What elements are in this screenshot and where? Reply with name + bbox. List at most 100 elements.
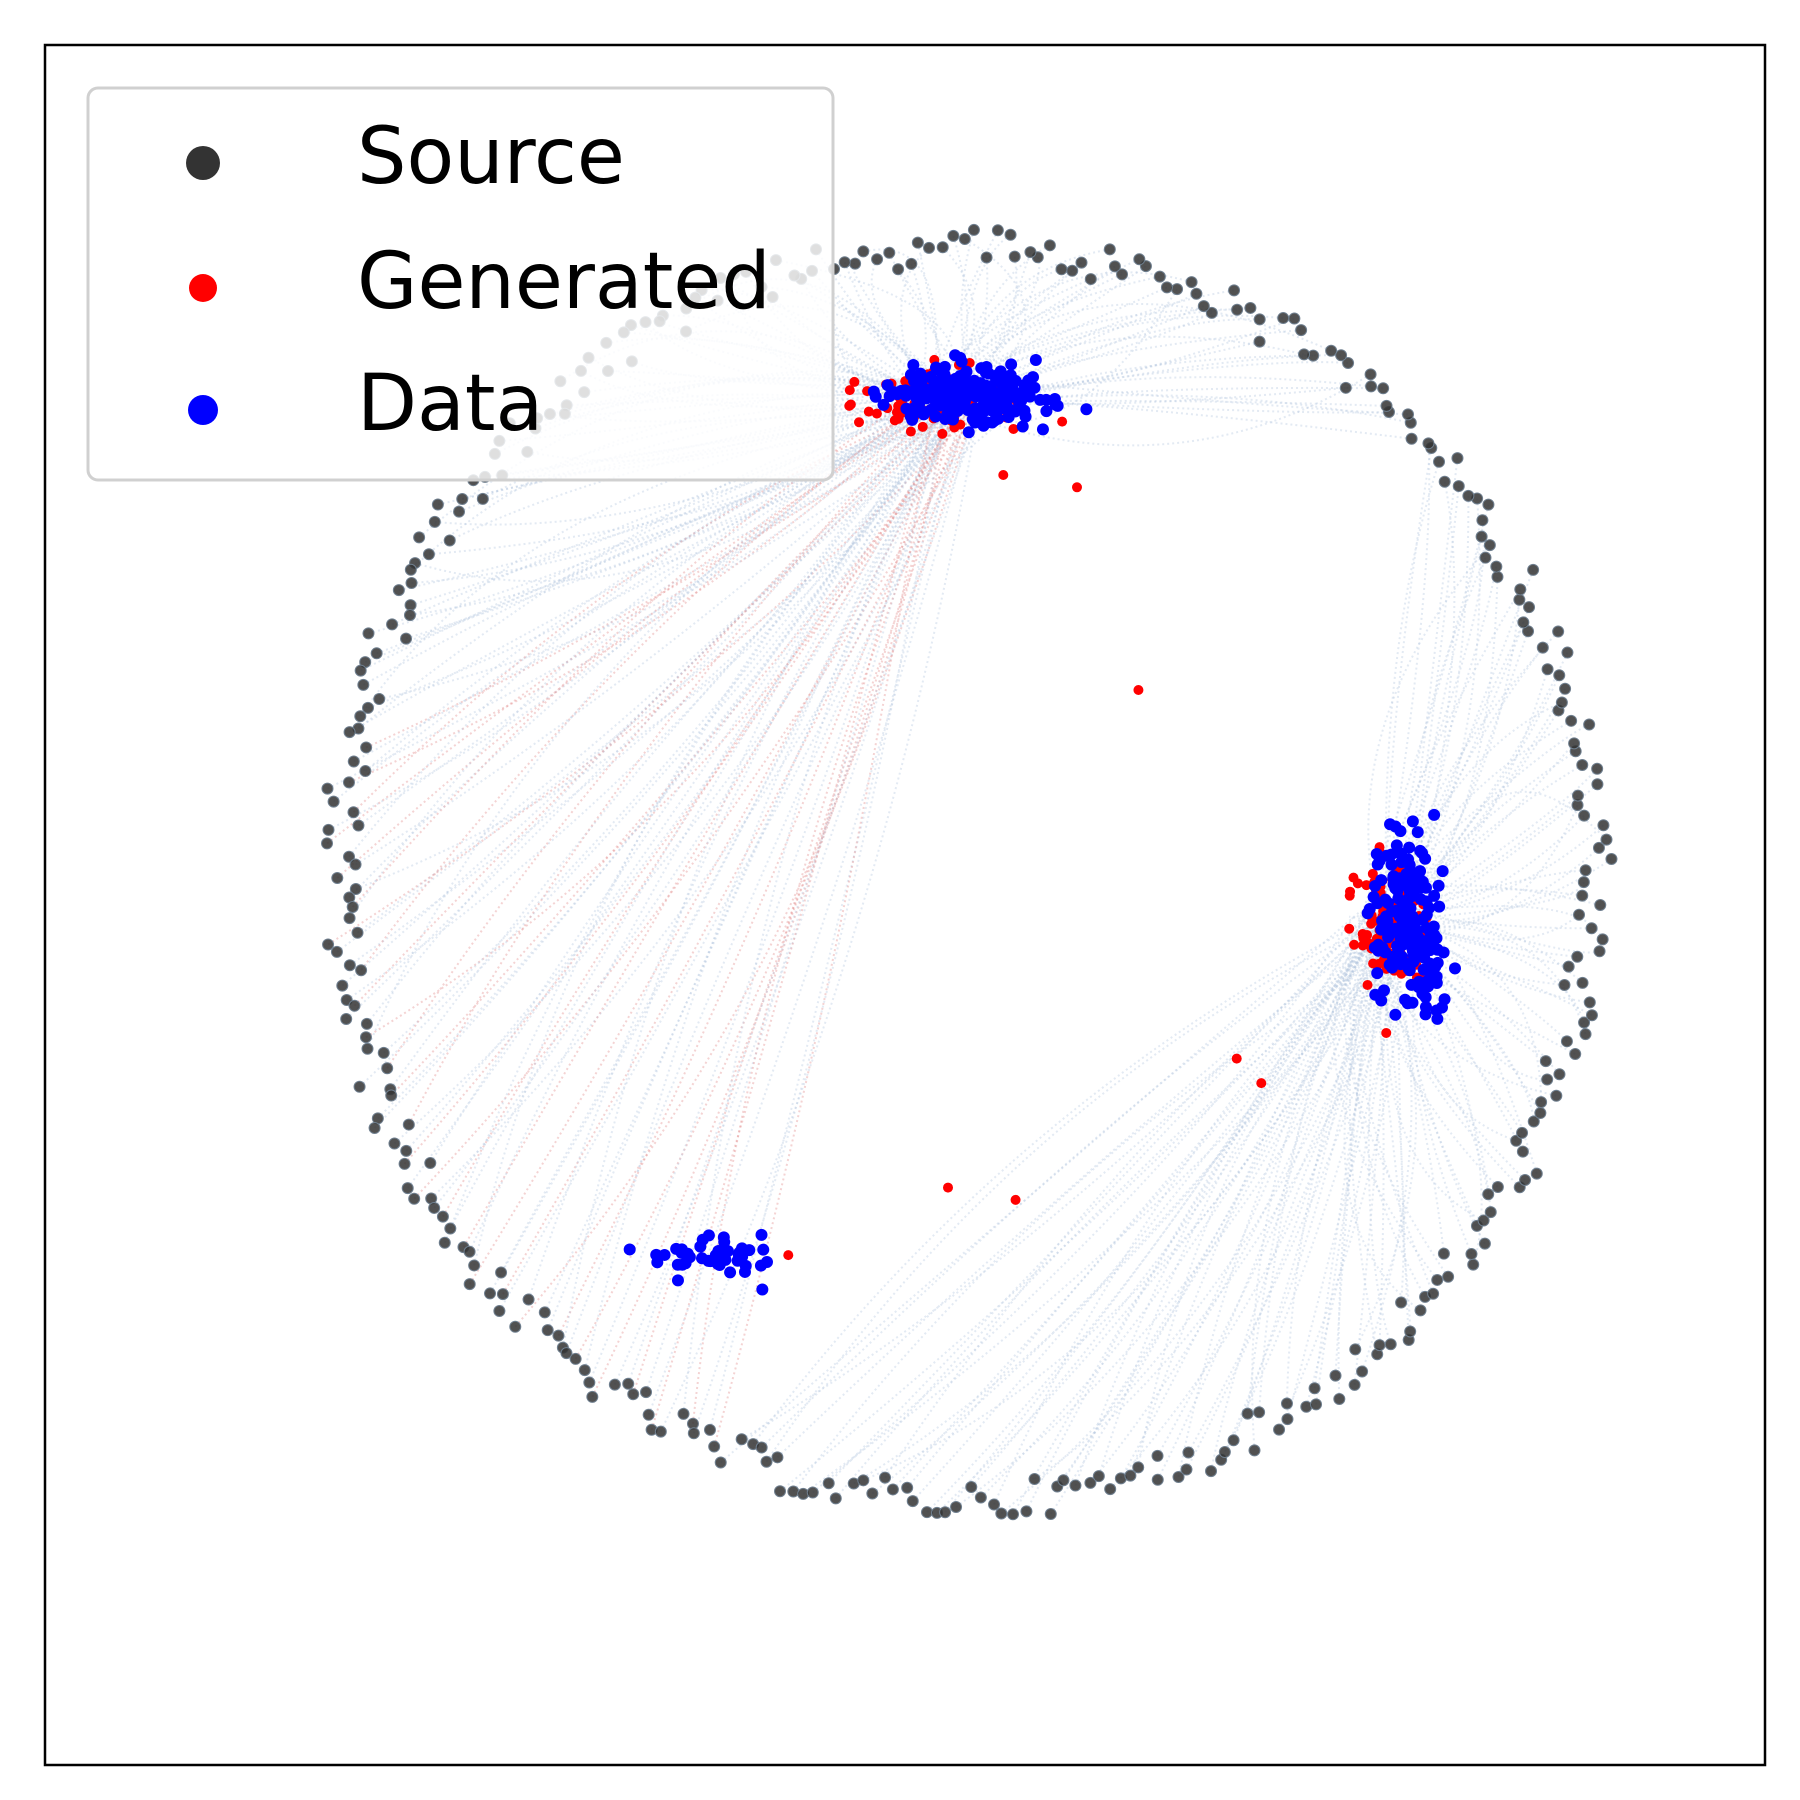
source-point — [354, 664, 367, 677]
source-point — [1482, 1188, 1495, 1201]
source-point — [866, 1487, 879, 1500]
data-point — [1361, 907, 1374, 920]
trajectory-line — [356, 402, 953, 934]
trajectory-line — [386, 395, 964, 1069]
trajectory-line — [1393, 709, 1560, 931]
trajectory-line — [1156, 919, 1382, 1481]
data-point — [1436, 865, 1449, 878]
trajectory-line — [1362, 929, 1526, 1181]
source-point — [939, 1506, 952, 1519]
source-point — [1578, 809, 1591, 822]
source-point — [1591, 762, 1604, 775]
data-point — [962, 426, 975, 439]
trajectory-line — [437, 387, 954, 506]
source-point — [343, 726, 356, 739]
trajectory-line — [972, 265, 1116, 390]
source-point — [1300, 1400, 1313, 1413]
data-point — [1419, 991, 1432, 1004]
source-point — [1190, 287, 1203, 300]
source-point — [586, 1390, 599, 1403]
trajectory-line — [326, 396, 950, 845]
trajectory-line — [1373, 913, 1405, 1303]
trajectory-line — [964, 340, 1260, 407]
source-point — [1476, 514, 1489, 527]
trajectory-line — [1375, 652, 1569, 943]
source-point — [1517, 616, 1530, 629]
source-point — [340, 1012, 353, 1025]
source-point — [400, 1144, 413, 1157]
trajectory-line — [993, 929, 1375, 1505]
data-point — [1371, 897, 1384, 910]
source-point — [1253, 313, 1266, 326]
source-point — [622, 1377, 635, 1390]
trajectory-line — [351, 378, 945, 908]
source-point — [1395, 1296, 1408, 1309]
source-point — [950, 1500, 963, 1513]
trajectory-line — [390, 399, 990, 1097]
source-point — [677, 1407, 690, 1420]
trajectory-line — [360, 387, 950, 672]
generated-point — [1256, 1078, 1267, 1089]
source-point — [349, 858, 362, 871]
trajectory-line — [1385, 931, 1547, 1062]
source-point — [1536, 641, 1549, 654]
trajectory-line — [377, 377, 966, 1120]
data-point — [1394, 958, 1407, 971]
source-point — [1560, 1035, 1573, 1048]
data-point — [966, 413, 979, 426]
source-point — [883, 246, 896, 259]
source-point — [1597, 819, 1610, 832]
source-point — [495, 1266, 508, 1279]
data-point — [946, 374, 959, 387]
source-point — [1462, 489, 1475, 502]
trajectory-line — [944, 926, 1368, 1513]
data-point — [1051, 399, 1064, 412]
source-point — [1277, 312, 1290, 325]
trajectory-line — [346, 388, 936, 1001]
trajectory-line — [543, 403, 954, 1313]
source-point — [362, 627, 375, 640]
trajectory-line — [489, 414, 947, 1294]
source-point — [1008, 250, 1021, 263]
trajectory-line — [900, 399, 1387, 407]
trajectory-line — [1404, 901, 1538, 1174]
trajectory-line — [827, 906, 1375, 1484]
data-point — [969, 390, 982, 403]
trajectory-line — [871, 919, 1405, 1495]
trajectory-line — [951, 354, 1314, 413]
source-point — [1180, 1463, 1193, 1476]
data-point — [911, 380, 924, 393]
generated-point — [1349, 939, 1360, 950]
data-point — [756, 1283, 769, 1296]
data-point — [1006, 379, 1019, 392]
trajectory-line — [870, 258, 964, 396]
trajectory-line — [1395, 921, 1543, 1103]
data-point — [1377, 984, 1390, 997]
source-point — [1273, 1423, 1286, 1436]
data-point — [743, 1244, 756, 1257]
source-point — [1483, 539, 1496, 552]
data-point — [1411, 826, 1424, 839]
source-point — [1205, 306, 1218, 319]
source-point — [343, 959, 356, 972]
trajectory-line — [802, 933, 1405, 1495]
data-point — [946, 391, 959, 404]
data-point — [914, 367, 927, 380]
source-point — [431, 498, 444, 511]
data-point — [1448, 962, 1461, 975]
data-point — [713, 1259, 726, 1272]
trajectory-line — [1393, 847, 1600, 933]
trajectory-line — [884, 909, 1394, 1479]
source-point — [1329, 1369, 1342, 1382]
trajectory-line — [353, 384, 984, 1007]
trajectory-line — [1367, 906, 1392, 1345]
trajectory-line — [960, 229, 975, 395]
legend-box — [86, 86, 835, 482]
trajectory-line — [500, 394, 968, 1273]
trajectory-line — [411, 397, 956, 584]
source-point — [468, 1259, 481, 1272]
source-point — [362, 701, 375, 714]
source-point — [1342, 357, 1355, 370]
trajectory-line — [892, 925, 1388, 1491]
generated-point — [905, 426, 916, 437]
